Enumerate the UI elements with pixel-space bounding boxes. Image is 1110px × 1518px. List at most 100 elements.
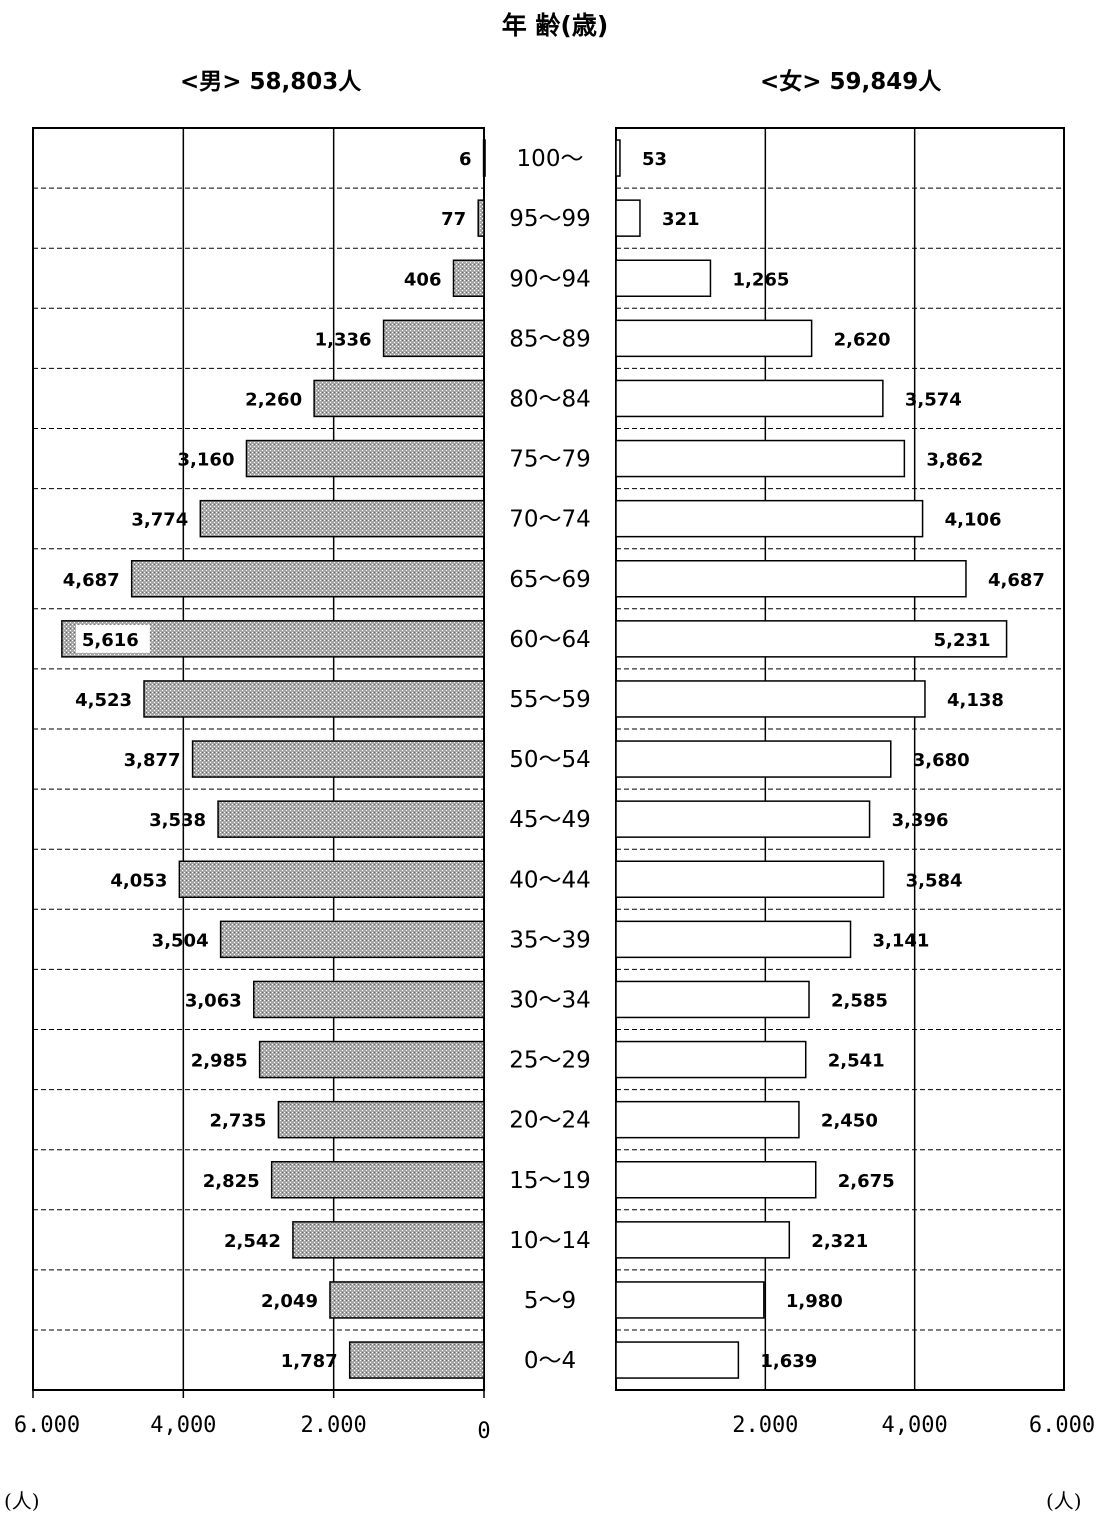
female-bar (615, 319, 813, 358)
male-bar (313, 379, 485, 418)
male-panel: 6 77 406 1,336 2,260 3,160 3,774 4,687 5,616 4,52… (32, 127, 486, 1391)
female-value-label: 3,680 (913, 750, 970, 771)
male-bar (482, 139, 486, 177)
age-group-label: 100～ (517, 146, 584, 172)
male-bar (382, 319, 485, 358)
male-value-label: 2,985 (191, 1051, 248, 1072)
male-value-label: 2,260 (245, 389, 302, 410)
male-bar (130, 560, 485, 598)
age-group-label: 10～14 (509, 1228, 591, 1254)
female-bar (615, 1281, 765, 1319)
age-group-label: 95～99 (509, 206, 591, 232)
female-value-label: 2,450 (821, 1111, 878, 1132)
female-bar (615, 1040, 807, 1079)
male-bar (292, 1221, 485, 1259)
age-group-label: 55～59 (509, 687, 591, 713)
age-group-label: 0～4 (524, 1348, 576, 1374)
male-bar (191, 740, 485, 778)
male-tick-label: 2.000 (301, 1413, 367, 1438)
female-value-label: 4,138 (947, 690, 1004, 711)
age-group-label: 15～19 (509, 1168, 591, 1194)
chart-title: 年 齢(歳) (501, 11, 609, 40)
male-bar (143, 680, 485, 718)
male-value-label: 3,538 (149, 810, 206, 831)
female-value-label: 2,620 (834, 329, 891, 350)
female-bar (615, 1341, 740, 1379)
male-value-label: 2,542 (224, 1231, 281, 1252)
age-group-label: 45～49 (509, 807, 591, 833)
female-value-label: 1,980 (786, 1291, 843, 1312)
female-value-label: 4,106 (945, 510, 1002, 531)
male-tick-label: 6.000 (14, 1413, 80, 1438)
unit-label-right: (人) (1046, 1489, 1082, 1513)
female-bar (615, 860, 885, 898)
age-group-label: 75～79 (509, 447, 591, 473)
female-value-label: 3,574 (905, 389, 962, 410)
male-label-background (75, 624, 150, 653)
female-tick-label: 6.000 (1029, 1413, 1095, 1438)
female-value-label: 2,675 (838, 1171, 895, 1192)
age-group-label: 90～94 (509, 266, 591, 292)
male-bar (348, 1341, 485, 1379)
age-group-label: 85～89 (509, 326, 591, 352)
female-value-label: 2,585 (831, 990, 888, 1011)
age-group-label: 5～9 (524, 1288, 576, 1314)
female-value-label: 3,584 (906, 870, 963, 891)
male-value-label: 3,504 (152, 930, 209, 951)
age-group-label: 40～44 (509, 867, 591, 893)
male-bar (277, 1100, 485, 1139)
female-bar (615, 139, 621, 177)
female-bar (615, 800, 871, 838)
male-value-label: 3,774 (131, 510, 188, 531)
female-value-label: 53 (642, 149, 667, 170)
male-series-title: <男> 58,803人 (180, 69, 362, 95)
age-group-label: 60～64 (509, 627, 591, 653)
male-value-label: 406 (404, 269, 442, 290)
female-bar (615, 499, 924, 538)
male-value-label: 3,160 (178, 450, 235, 471)
male-bar (199, 499, 485, 538)
age-group-label: 20～24 (509, 1108, 591, 1134)
female-value-label: 5,231 (934, 630, 991, 651)
female-bar (615, 560, 967, 598)
female-bar (615, 680, 926, 718)
female-bar (615, 740, 892, 778)
female-value-label: 2,541 (828, 1051, 885, 1072)
female-value-label: 3,862 (926, 450, 983, 471)
female-bar (615, 439, 906, 478)
female-bar (615, 980, 810, 1019)
male-value-label: 2,735 (209, 1111, 266, 1132)
male-value-label: 4,523 (75, 690, 132, 711)
male-value-label: 77 (441, 209, 466, 230)
age-group-label: 65～69 (509, 567, 591, 593)
male-bar (270, 1161, 485, 1199)
male-value-label: 3,877 (124, 750, 181, 771)
female-bar (615, 920, 852, 959)
male-bar (245, 439, 485, 478)
female-tick-label: 4,000 (882, 1413, 948, 1438)
female-bar (615, 620, 1008, 658)
female-series-title: <女> 59,849人 (760, 69, 942, 95)
female-value-label: 1,639 (760, 1351, 817, 1372)
male-tick-label: 4,000 (150, 1413, 216, 1438)
female-value-label: 2,321 (811, 1231, 868, 1252)
age-group-label: 30～34 (509, 987, 591, 1013)
male-bar (452, 259, 485, 297)
male-value-label: 4,687 (63, 570, 120, 591)
male-bar (477, 199, 485, 237)
female-bar (615, 1100, 800, 1139)
female-bar (615, 199, 641, 237)
male-value-label: 1,787 (281, 1351, 338, 1372)
male-bar (217, 800, 485, 838)
age-group-label: 35～39 (509, 927, 591, 953)
age-labels: 100～ 95～99 90～94 85～89 80～84 75～79 70～74 65～69 6… (509, 146, 591, 1374)
male-value-label: 2,049 (261, 1291, 318, 1312)
male-bar (178, 860, 485, 898)
female-tick-label: 2.000 (732, 1413, 798, 1438)
male-value-label: 4,053 (110, 870, 167, 891)
female-bar (615, 1221, 791, 1259)
male-tick-label: 0 (477, 1419, 490, 1444)
female-value-label: 3,396 (892, 810, 949, 831)
age-group-label: 50～54 (509, 747, 591, 773)
